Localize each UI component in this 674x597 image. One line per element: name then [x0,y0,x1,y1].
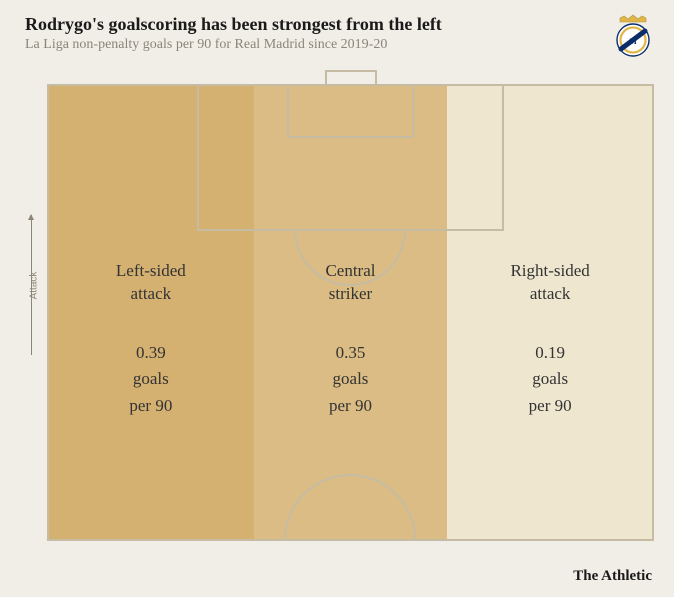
zone-label: Right-sidedattack [447,260,653,306]
zone-label: Left-sidedattack [48,260,254,306]
real-madrid-crest-icon: M [614,12,652,65]
chart-title: Rodrygo's goalscoring has been strongest… [25,14,654,35]
zone-stat: 0.35goalsper 90 [254,340,448,419]
pitch-diagram: Left-sidedattack 0.39goalsper 90Centralst… [48,85,653,540]
zone-stat: 0.19goalsper 90 [447,340,653,419]
attack-axis-label: Attack [28,272,39,300]
svg-text:M: M [629,37,637,46]
zone-label: Centralstriker [254,260,448,306]
chart-subtitle: La Liga non-penalty goals per 90 for Rea… [25,37,654,53]
zone-left-sided-attack: Left-sidedattack 0.39goalsper 90 [48,85,254,540]
zone-stat: 0.39goalsper 90 [48,340,254,419]
zone-right-sided-attack: Right-sidedattack 0.19goalsper 90 [447,85,653,540]
zone-central-striker: Centralstriker 0.35goalsper 90 [254,85,448,540]
source-credit: The Athletic [573,568,652,585]
